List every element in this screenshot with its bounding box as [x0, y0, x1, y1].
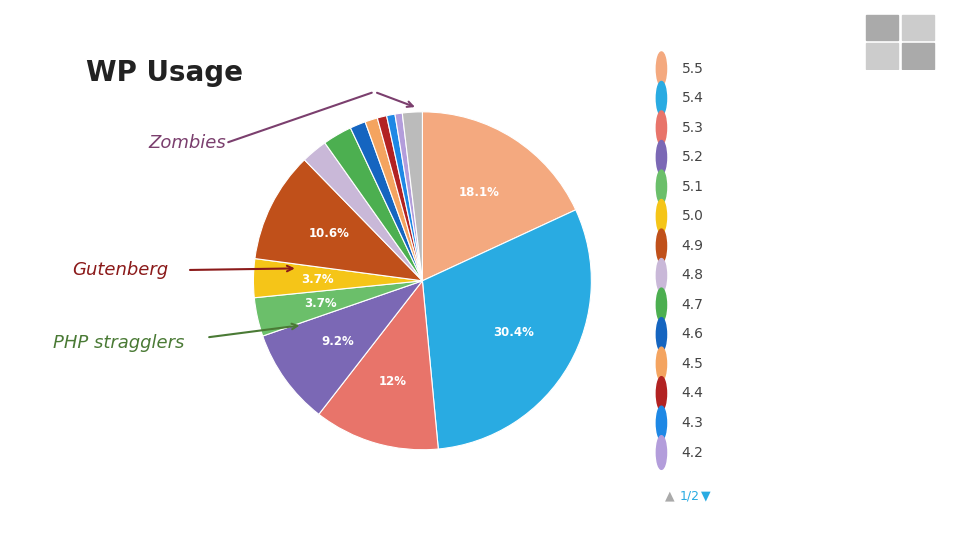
Text: 4.5: 4.5 — [682, 357, 704, 371]
Wedge shape — [395, 113, 422, 281]
Text: 4.8: 4.8 — [682, 268, 704, 282]
Circle shape — [657, 347, 666, 381]
Text: 4.7: 4.7 — [682, 298, 704, 312]
Wedge shape — [253, 259, 422, 298]
Wedge shape — [377, 116, 422, 281]
Wedge shape — [387, 114, 422, 281]
Bar — [866, 43, 899, 69]
Text: 5.4: 5.4 — [682, 91, 704, 105]
Bar — [901, 43, 934, 69]
Text: 4.6: 4.6 — [682, 327, 704, 341]
Text: ▼: ▼ — [701, 489, 710, 502]
Wedge shape — [254, 281, 422, 336]
Circle shape — [657, 377, 666, 410]
Circle shape — [657, 318, 666, 351]
Bar — [866, 15, 899, 40]
Text: WP Usage: WP Usage — [86, 59, 244, 87]
Text: 1/2: 1/2 — [680, 489, 700, 502]
Wedge shape — [350, 122, 422, 281]
Text: 4.4: 4.4 — [682, 387, 704, 401]
Wedge shape — [422, 210, 591, 449]
Text: 3.7%: 3.7% — [303, 297, 336, 310]
Circle shape — [657, 82, 666, 115]
Text: 3.7%: 3.7% — [301, 273, 334, 286]
Wedge shape — [319, 281, 439, 450]
Text: 4.3: 4.3 — [682, 416, 704, 430]
Circle shape — [657, 229, 666, 262]
Text: 5.1: 5.1 — [682, 180, 704, 194]
Text: 5.3: 5.3 — [682, 121, 704, 135]
Circle shape — [657, 288, 666, 322]
Text: 12%: 12% — [379, 375, 407, 388]
Text: PHP stragglers: PHP stragglers — [53, 334, 184, 352]
Circle shape — [657, 406, 666, 440]
Text: 30.4%: 30.4% — [492, 327, 534, 340]
Text: 4.9: 4.9 — [682, 239, 704, 253]
Text: 5.5: 5.5 — [682, 62, 704, 76]
Wedge shape — [365, 118, 422, 281]
Text: Gutenberg: Gutenberg — [72, 261, 168, 279]
Circle shape — [657, 140, 666, 174]
Circle shape — [657, 52, 666, 85]
Text: Zombies: Zombies — [149, 134, 227, 152]
Text: 18.1%: 18.1% — [458, 186, 499, 199]
Circle shape — [657, 259, 666, 292]
Bar — [901, 15, 934, 40]
Circle shape — [657, 111, 666, 145]
Text: 10.6%: 10.6% — [308, 227, 349, 240]
Circle shape — [657, 170, 666, 204]
Text: 5.2: 5.2 — [682, 150, 704, 164]
Wedge shape — [422, 112, 576, 281]
Wedge shape — [255, 160, 422, 281]
Circle shape — [657, 200, 666, 233]
Wedge shape — [304, 143, 422, 281]
Circle shape — [657, 436, 666, 469]
Text: 9.2%: 9.2% — [321, 335, 353, 348]
Text: 5.0: 5.0 — [682, 210, 704, 224]
Wedge shape — [263, 281, 422, 414]
Wedge shape — [324, 128, 422, 281]
Text: 4.2: 4.2 — [682, 446, 704, 460]
Wedge shape — [402, 112, 422, 281]
Text: ▲: ▲ — [665, 489, 675, 502]
